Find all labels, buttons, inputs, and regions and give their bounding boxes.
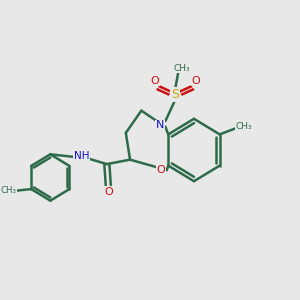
- Text: CH₃: CH₃: [0, 186, 16, 195]
- Text: O: O: [104, 187, 113, 197]
- Text: S: S: [171, 88, 179, 101]
- Text: NH: NH: [74, 151, 89, 161]
- Text: CH₃: CH₃: [173, 64, 190, 73]
- Text: CH₃: CH₃: [236, 122, 252, 131]
- Text: O: O: [157, 165, 166, 175]
- Text: O: O: [150, 76, 159, 85]
- Text: N: N: [156, 121, 164, 130]
- Text: O: O: [192, 76, 200, 85]
